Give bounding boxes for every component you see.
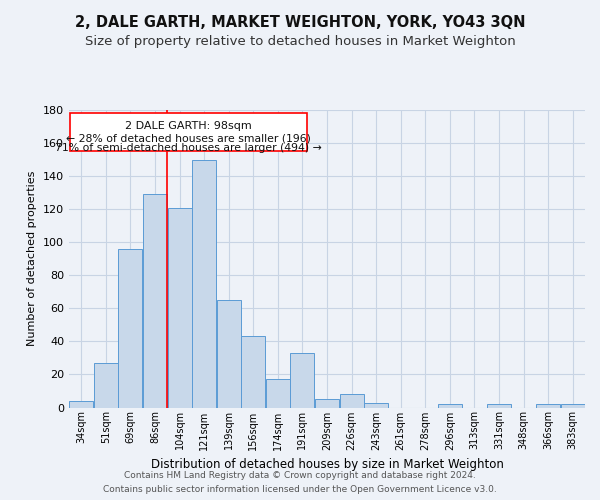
Bar — [364, 402, 388, 407]
Bar — [94, 363, 118, 408]
Bar — [340, 394, 364, 407]
Bar — [217, 300, 241, 408]
Text: ← 28% of detached houses are smaller (196): ← 28% of detached houses are smaller (19… — [67, 133, 311, 143]
Text: Contains public sector information licensed under the Open Government Licence v3: Contains public sector information licen… — [103, 486, 497, 494]
X-axis label: Distribution of detached houses by size in Market Weighton: Distribution of detached houses by size … — [151, 458, 503, 471]
Bar — [315, 399, 339, 407]
Bar — [290, 353, 314, 408]
Bar — [69, 401, 94, 407]
Bar — [560, 404, 585, 407]
Bar — [118, 249, 142, 408]
Text: 71% of semi-detached houses are larger (494) →: 71% of semi-detached houses are larger (… — [55, 144, 322, 154]
Text: Size of property relative to detached houses in Market Weighton: Size of property relative to detached ho… — [85, 34, 515, 48]
Bar — [536, 404, 560, 407]
Bar — [70, 114, 307, 152]
Bar — [487, 404, 511, 407]
Bar — [143, 194, 167, 408]
Bar — [266, 380, 290, 407]
Bar — [192, 160, 216, 408]
Text: 2 DALE GARTH: 98sqm: 2 DALE GARTH: 98sqm — [125, 121, 252, 131]
Bar — [438, 404, 462, 407]
Bar — [167, 208, 191, 408]
Text: Contains HM Land Registry data © Crown copyright and database right 2024.: Contains HM Land Registry data © Crown c… — [124, 472, 476, 480]
Y-axis label: Number of detached properties: Number of detached properties — [28, 171, 37, 346]
Text: 2, DALE GARTH, MARKET WEIGHTON, YORK, YO43 3QN: 2, DALE GARTH, MARKET WEIGHTON, YORK, YO… — [75, 15, 525, 30]
Bar — [241, 336, 265, 407]
